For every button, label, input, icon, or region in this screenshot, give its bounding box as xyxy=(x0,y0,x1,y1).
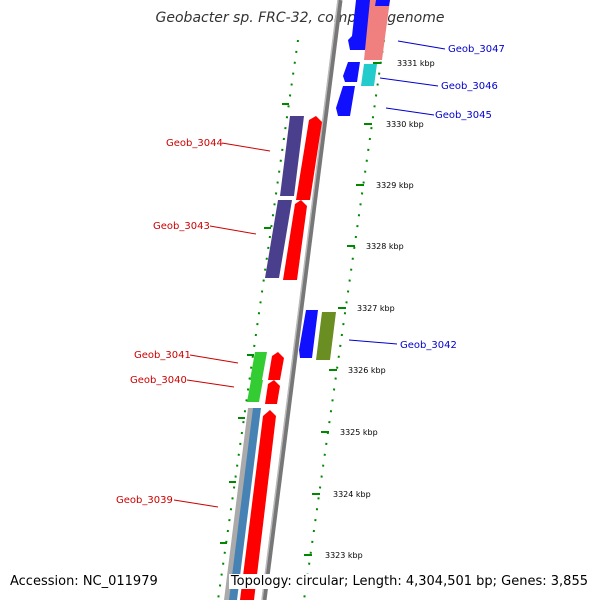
gene-arrow xyxy=(336,86,355,116)
leader-line xyxy=(173,499,219,508)
gene-label[interactable]: Geob_3047 xyxy=(448,44,505,55)
gene-arrow xyxy=(240,410,276,600)
gene-geob-3042[interactable] xyxy=(299,310,336,360)
tick-label: 3326 kbp xyxy=(348,366,386,375)
leader-line xyxy=(385,107,435,116)
tick-label: 3331 kbp xyxy=(397,59,435,68)
leader-line xyxy=(189,354,239,364)
gene-arrow xyxy=(375,0,390,6)
gene-arrow xyxy=(265,380,280,404)
gene-label[interactable]: Geob_3043 xyxy=(153,221,210,232)
leader-line xyxy=(397,40,446,50)
tick-label: 3324 kbp xyxy=(333,490,371,499)
gene-arrow xyxy=(283,200,307,280)
leader-line xyxy=(209,225,257,235)
gene-arrow xyxy=(247,380,263,402)
gene-label[interactable]: Geob_3045 xyxy=(435,110,492,121)
gene-label[interactable]: Geob_3042 xyxy=(400,340,457,351)
gene-label[interactable]: Geob_3039 xyxy=(116,495,173,506)
backbone-highlight xyxy=(261,0,339,600)
gene-arrow xyxy=(268,352,284,380)
accession-text: Accession: NC_011979 xyxy=(10,574,158,589)
gene-label[interactable]: Geob_3041 xyxy=(134,350,191,361)
leader-lines xyxy=(173,40,446,508)
gene-arrow xyxy=(343,62,360,82)
gene-geob-3039[interactable] xyxy=(224,408,276,600)
gene-arrow xyxy=(296,116,322,200)
genome-summary: Topology: circular; Length: 4,304,501 bp… xyxy=(228,574,590,589)
gene-geob-3043[interactable] xyxy=(265,200,307,280)
tick-label: 3325 kbp xyxy=(340,428,378,437)
gene-arrow xyxy=(250,352,267,380)
tick-label: 3330 kbp xyxy=(386,120,424,129)
gene-arrow xyxy=(361,64,377,86)
gene-geob-3040[interactable] xyxy=(247,380,280,404)
gene-arrow xyxy=(316,312,336,360)
gene-arrow xyxy=(265,200,292,278)
tick-labels: 3331 kbp 3330 kbp 3329 kbp 3328 kbp 3327… xyxy=(325,59,435,560)
leader-line xyxy=(348,339,398,345)
gene-label[interactable]: Geob_3040 xyxy=(130,375,187,386)
gene-geob-3047[interactable] xyxy=(348,0,390,60)
backbone-line xyxy=(261,0,343,600)
gene-label[interactable]: Geob_3044 xyxy=(166,138,223,149)
gene-geob-3041[interactable] xyxy=(250,352,284,380)
gene-arrow xyxy=(299,310,318,358)
leader-line xyxy=(221,142,271,152)
gene-arrow xyxy=(364,0,390,60)
gene-geob-3046[interactable] xyxy=(343,62,377,86)
tick-marks xyxy=(220,62,381,556)
gene-label[interactable]: Geob_3046 xyxy=(441,81,498,92)
gene-arrow xyxy=(229,408,261,600)
tick-label: 3327 kbp xyxy=(357,304,395,313)
leader-line xyxy=(186,379,235,388)
leader-line xyxy=(379,77,439,87)
tick-label: 3328 kbp xyxy=(366,242,404,251)
tick-label: 3323 kbp xyxy=(325,551,363,560)
gene-arrow xyxy=(348,0,372,50)
gene-arrow xyxy=(280,116,304,196)
tick-label: 3329 kbp xyxy=(376,181,414,190)
gene-geob-3044[interactable] xyxy=(280,116,322,200)
gene-geob-3045[interactable] xyxy=(336,86,355,116)
